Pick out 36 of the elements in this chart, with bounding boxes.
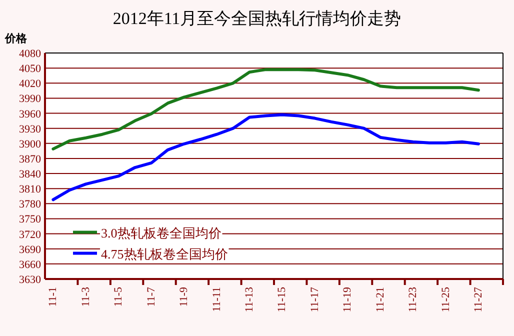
- y-tick-label: 3990: [19, 93, 42, 106]
- x-tick-label: 11-23: [407, 286, 420, 312]
- y-tick-label: 3930: [19, 123, 42, 136]
- y-tick-label: 3810: [19, 184, 42, 196]
- x-tick-label: 11-1: [47, 287, 60, 307]
- y-tick-label: 4080: [19, 48, 42, 60]
- y-tick-label: 3750: [19, 214, 42, 226]
- y-tick-label: 3840: [19, 168, 42, 181]
- legend-label: 4.75热轧板卷全国均价: [101, 246, 228, 262]
- x-tick-label: 11-27: [472, 286, 484, 312]
- legend-label: 3.0热轧板卷全国均价: [101, 225, 222, 240]
- y-tick-label: 3660: [19, 258, 42, 271]
- y-tick-label: 3720: [19, 228, 42, 241]
- line-series: [52, 113, 480, 202]
- y-tick-label: 3780: [19, 198, 42, 211]
- x-tick-label: 11-17: [308, 286, 321, 312]
- y-tick-label: 4050: [19, 63, 42, 76]
- x-tick-label: 11-5: [112, 286, 125, 307]
- chart-title: 2012年11月至今全国热轧行情均价走势: [112, 9, 402, 28]
- x-tick-label: 11-3: [80, 286, 92, 307]
- y-tick-label: 4020: [19, 78, 42, 90]
- y-tick-label: 3870: [19, 153, 42, 166]
- line-series: [52, 68, 480, 150]
- y-tick-label: 3960: [19, 108, 42, 120]
- x-tick-label: 11-15: [276, 286, 288, 312]
- y-axis-title: 价格: [4, 32, 28, 45]
- x-tick-label: 11-25: [440, 286, 452, 312]
- x-tick-label: 11-21: [374, 287, 386, 312]
- x-tick-label: 11-11: [210, 287, 223, 312]
- y-tick-label: 3690: [19, 244, 42, 256]
- x-tick-label: 11-7: [145, 286, 158, 307]
- y-tick-label: 3900: [19, 138, 42, 150]
- x-tick-label: 11-9: [178, 286, 190, 307]
- x-tick-label: 11-19: [342, 286, 354, 312]
- x-tick-label: 11-13: [243, 286, 256, 312]
- y-tick-label: 3630: [19, 274, 42, 286]
